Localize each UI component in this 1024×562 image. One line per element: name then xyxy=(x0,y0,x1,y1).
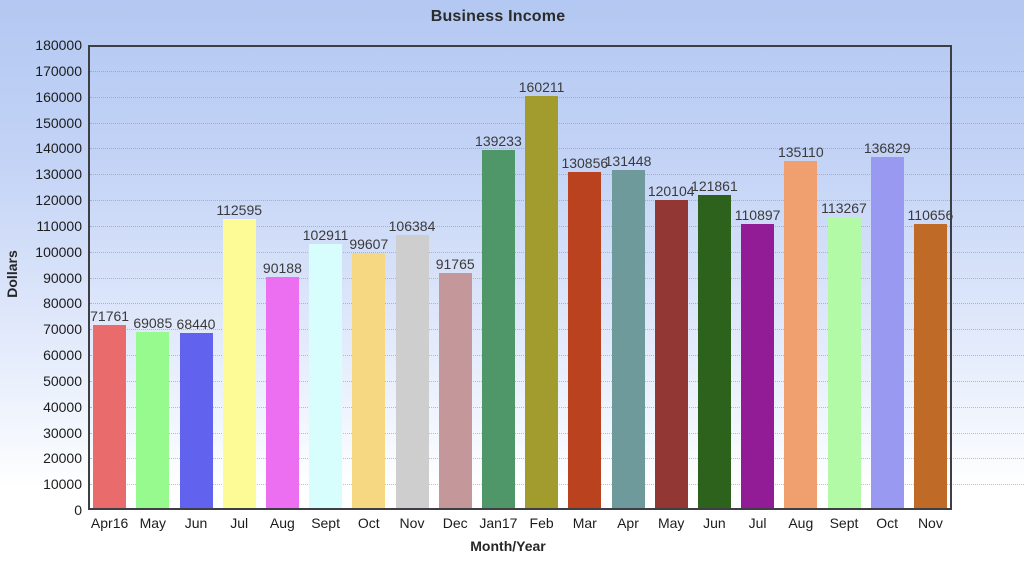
x-tick-label: Oct xyxy=(357,515,380,531)
bar-value-label: 160211 xyxy=(518,79,565,96)
bar xyxy=(654,199,688,510)
x-tick-label: Oct xyxy=(876,515,899,531)
bar-value-label: 68440 xyxy=(176,316,216,333)
x-tick-label: Aug xyxy=(788,515,814,531)
bar xyxy=(611,170,645,510)
bar xyxy=(309,244,343,510)
bar-value-label: 110656 xyxy=(907,207,954,224)
bar-value-label: 90188 xyxy=(262,260,302,276)
gridline xyxy=(90,70,1024,72)
y-tick-label: 150000 xyxy=(35,114,82,131)
x-tick-label: Dec xyxy=(442,515,468,531)
x-axis-title: Month/Year xyxy=(470,538,546,554)
bar xyxy=(568,172,602,510)
y-tick-label: 20000 xyxy=(43,450,82,467)
bar-value-label: 139233 xyxy=(475,133,522,150)
bar xyxy=(525,96,559,510)
bar-value-label: 120104 xyxy=(647,182,695,199)
bar-value-label: 113267 xyxy=(821,200,867,217)
y-tick-label: 130000 xyxy=(35,166,82,183)
x-tick-label: Apr16 xyxy=(90,515,129,531)
y-tick-label: 40000 xyxy=(43,398,82,415)
y-tick-label: 120000 xyxy=(35,192,82,208)
y-tick-label: 0 xyxy=(74,502,82,518)
bar-value-label: 91765 xyxy=(435,255,475,272)
x-tick-label: Jun xyxy=(184,515,208,531)
bar-value-label: 121861 xyxy=(691,178,738,195)
bar xyxy=(784,161,818,510)
y-tick-label: 100000 xyxy=(35,243,82,260)
y-tick-label: 30000 xyxy=(43,424,82,441)
bar-value-label: 135110 xyxy=(777,144,824,160)
bar xyxy=(352,252,386,510)
chart-title: Business Income xyxy=(430,8,566,25)
x-tick-label: Sept xyxy=(829,515,859,531)
x-tick-label: May xyxy=(139,515,167,531)
bar xyxy=(222,219,256,510)
y-tick-label: 160000 xyxy=(35,88,82,105)
bar xyxy=(870,156,904,510)
x-tick-label: Jul xyxy=(748,515,767,531)
x-tick-label: Feb xyxy=(529,515,554,531)
bar-value-label: 131448 xyxy=(604,153,652,170)
plot-frame xyxy=(88,45,952,510)
bar xyxy=(136,331,170,510)
x-tick-label: Nov xyxy=(399,515,425,531)
bar-value-label: 136829 xyxy=(863,139,911,156)
bar xyxy=(395,235,429,510)
bar-value-label: 110897 xyxy=(734,206,781,223)
bar xyxy=(481,150,515,510)
bar-value-label: 99607 xyxy=(349,235,389,252)
y-tick-label: 90000 xyxy=(43,269,82,286)
bar xyxy=(179,333,213,510)
y-tick-label: 80000 xyxy=(43,295,82,312)
x-tick-label: Jan17 xyxy=(479,515,518,531)
x-tick-label: Apr xyxy=(617,515,639,531)
bar-value-label: 102911 xyxy=(302,227,349,244)
x-tick-label: Sept xyxy=(311,515,340,531)
bar-value-label: 130856 xyxy=(561,155,609,171)
bar xyxy=(438,272,472,510)
bar xyxy=(913,224,947,510)
x-tick-label: Aug xyxy=(269,515,295,531)
x-tick-label: Jul xyxy=(230,515,249,531)
bar xyxy=(697,195,731,510)
y-tick-label: 180000 xyxy=(35,37,82,53)
x-tick-label: Mar xyxy=(572,515,597,531)
y-tick-label: 50000 xyxy=(43,372,82,389)
y-tick-label: 70000 xyxy=(43,321,82,338)
bar xyxy=(827,217,861,510)
y-tick-label: 170000 xyxy=(35,62,82,79)
bar xyxy=(93,324,127,510)
bar-value-label: 112595 xyxy=(216,202,263,219)
x-tick-label: May xyxy=(657,515,685,531)
bar xyxy=(265,277,299,510)
bar-value-label: 106384 xyxy=(388,218,436,235)
x-tick-label: Jun xyxy=(703,515,726,531)
bar-value-label: 69085 xyxy=(133,314,173,331)
y-tick-label: 60000 xyxy=(43,347,82,363)
bar-value-label: 71761 xyxy=(90,307,130,324)
x-tick-label: Nov xyxy=(917,515,943,531)
bar xyxy=(741,223,775,510)
y-tick-label: 140000 xyxy=(35,140,82,157)
y-tick-label: 10000 xyxy=(43,476,82,493)
y-tick-label: 110000 xyxy=(36,217,82,234)
